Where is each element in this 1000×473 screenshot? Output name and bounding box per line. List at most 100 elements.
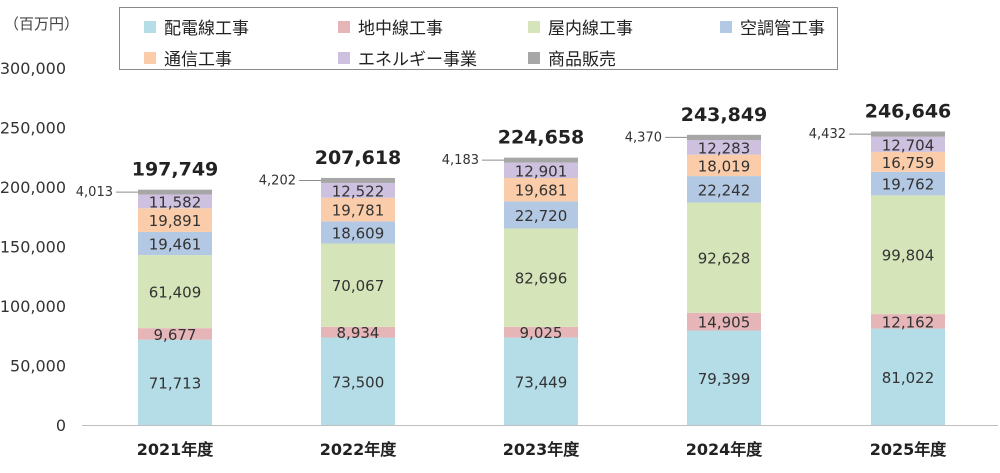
y-tick-label: 200,000: [0, 178, 66, 197]
total-label: 207,618: [315, 147, 402, 169]
value-label: 99,804: [882, 247, 935, 265]
legend-label: 屋内線工事: [548, 19, 633, 39]
bar-segment: [871, 314, 945, 329]
value-label: 19,781: [332, 202, 385, 220]
legend-label: 空調管工事: [740, 19, 825, 39]
legend-label: 通信工事: [164, 50, 232, 70]
y-tick-label: 0: [56, 416, 66, 435]
value-label: 92,628: [698, 250, 751, 268]
value-label: 16,759: [882, 154, 935, 172]
bar-segment: [138, 194, 212, 209]
bar-segment: [871, 171, 945, 196]
value-label: 82,696: [515, 270, 568, 288]
x-tick-label: 2022年度: [320, 440, 398, 459]
value-label: 81,022: [882, 369, 935, 387]
bar-segment: [504, 228, 578, 327]
value-label: 61,409: [149, 284, 202, 302]
bar-segment: [321, 337, 395, 425]
legend-swatch: [528, 51, 540, 64]
value-label: 4,432: [809, 127, 846, 142]
value-label: 18,609: [332, 224, 385, 242]
legend-swatch: [144, 20, 156, 33]
total-label: 224,658: [498, 127, 585, 149]
value-label: 14,905: [698, 314, 751, 332]
legend-swatch: [338, 20, 350, 33]
value-label: 22,242: [698, 181, 751, 199]
bar-segment: [871, 151, 945, 172]
bar-segment: [321, 177, 395, 183]
value-label: 12,901: [515, 162, 568, 180]
total-label: 197,749: [132, 159, 219, 181]
bar-segment: [687, 140, 761, 155]
bar-segment: [871, 131, 945, 137]
value-label: 11,582: [149, 193, 202, 211]
bar-segment: [504, 177, 578, 202]
x-tick-label: 2024年度: [686, 440, 764, 459]
value-label: 73,449: [515, 373, 568, 391]
bar-segment: [138, 339, 212, 425]
value-label: 4,013: [76, 185, 113, 200]
legend-swatch: [720, 20, 732, 33]
y-tick-label: 250,000: [0, 119, 66, 138]
value-label: 73,500: [332, 373, 385, 391]
bar-segment: [687, 134, 761, 141]
value-label: 9,025: [520, 324, 563, 342]
bar-segment: [687, 176, 761, 203]
bar-segment: [138, 189, 212, 195]
bar-segment: [504, 201, 578, 229]
unit-label: （百万円）: [4, 15, 80, 33]
value-label: 19,891: [149, 212, 202, 230]
bar-segment: [871, 195, 945, 315]
x-tick-label: 2023年度: [503, 440, 581, 459]
bar-segment: [504, 337, 578, 425]
legend-item-chichusen: 地中線工事: [338, 14, 443, 39]
bar-segment: [871, 328, 945, 425]
value-label: 19,681: [515, 182, 568, 200]
value-label: 19,762: [882, 176, 935, 194]
bar-segment: [504, 157, 578, 163]
bar-segment: [687, 202, 761, 313]
value-label: 79,399: [698, 370, 751, 388]
bar-segment: [687, 154, 761, 177]
x-tick-label: 2025年度: [870, 440, 948, 459]
bar-segment: [321, 197, 395, 222]
bar-segment: [138, 255, 212, 329]
bar-segment: [504, 326, 578, 338]
legend-item-haidensen: 配電線工事: [144, 14, 249, 39]
value-label: 70,067: [332, 277, 385, 295]
total-label: 243,849: [681, 104, 768, 126]
legend-item-tsushin: 通信工事: [144, 45, 232, 70]
legend-swatch: [338, 51, 350, 64]
value-label: 4,202: [259, 173, 296, 188]
legend-item-okunaisen: 屋内線工事: [528, 14, 633, 39]
value-label: 22,720: [515, 207, 568, 225]
bar-segment: [321, 326, 395, 338]
value-label: 12,704: [882, 136, 935, 154]
legend-label: 商品販売: [548, 50, 616, 70]
value-label: 71,713: [149, 374, 202, 392]
value-label: 12,283: [698, 139, 751, 157]
bar-segment: [138, 231, 212, 256]
value-label: 18,019: [698, 157, 751, 175]
value-label: 8,934: [337, 324, 380, 342]
value-label: 9,677: [154, 326, 197, 344]
value-label: 4,370: [625, 130, 662, 145]
legend-item-kucho: 空調管工事: [720, 14, 825, 39]
value-label: 19,461: [149, 235, 202, 253]
legend-swatch: [144, 51, 156, 64]
chart-legend: 配電線工事 地中線工事 屋内線工事 空調管工事 通信工事 エネルギー事業 商品販…: [119, 7, 838, 70]
y-tick-label: 300,000: [0, 59, 66, 78]
bar-segment: [321, 221, 395, 244]
legend-label: 配電線工事: [164, 19, 249, 39]
y-tick-label: 100,000: [0, 297, 66, 316]
legend-label: エネルギー事業: [358, 50, 477, 70]
bar-segment: [321, 182, 395, 198]
bar-segment: [321, 243, 395, 327]
bar-segment: [871, 136, 945, 152]
bar-segment: [504, 162, 578, 178]
legend-item-energy: エネルギー事業: [338, 45, 477, 70]
legend-swatch: [528, 20, 540, 33]
total-label: 246,646: [865, 100, 952, 122]
legend-item-shohin: 商品販売: [528, 45, 616, 70]
